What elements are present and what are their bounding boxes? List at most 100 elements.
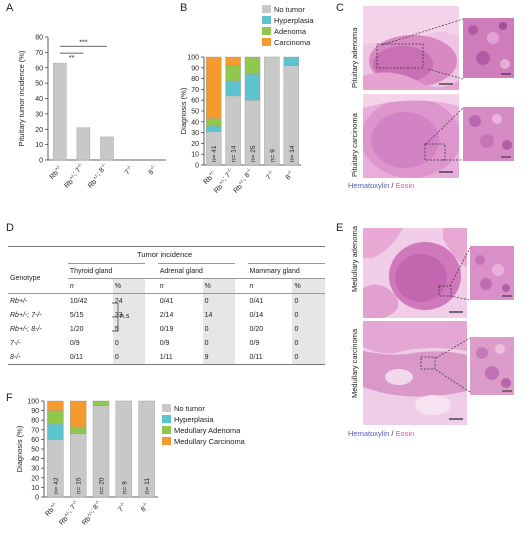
legend-label: Adenoma	[274, 27, 307, 36]
n-label: n= 15	[76, 477, 83, 494]
n-label: n= 11	[144, 478, 151, 494]
tick-base: 8	[285, 174, 293, 182]
y-tick-label: 40	[191, 119, 199, 126]
histology-pituitary-carcinoma-inset	[463, 107, 514, 161]
caption-hematoxylin: Hematoxylin	[348, 181, 390, 190]
n-label: n= 9	[269, 149, 276, 162]
row-label-pituitary-carcinoma: Pituitary carcinoma	[350, 113, 359, 177]
y-tick-label: 10	[191, 152, 199, 159]
panel-label-e: E	[336, 222, 344, 234]
legend-item: Carcinoma	[262, 37, 314, 48]
tick-sup: +/-	[68, 173, 77, 182]
tick-sup: +/-	[54, 164, 63, 173]
table-row: Rb+/- 10/42 24 0/41 0 0/41 0	[8, 293, 325, 308]
legend-swatch	[162, 404, 171, 412]
row-label-medullary-adenoma: Medullary adenoma	[350, 226, 359, 292]
x-tick-label: Rb+/-; 8-/-	[78, 499, 106, 527]
x-tick-label: 8-/-	[139, 501, 152, 514]
y-tick-label: 0	[39, 158, 43, 165]
table-cell: 5	[112, 322, 146, 336]
tick-sup: +/-	[208, 169, 217, 178]
histology-medullary-adenoma-inset	[470, 246, 514, 300]
table-cell: 14	[202, 308, 236, 322]
y-tick-label: 20	[35, 127, 43, 134]
tick-sup: -/-	[141, 501, 149, 509]
sub-header-n: n	[69, 282, 74, 290]
panel-label-a: A	[6, 2, 14, 14]
sig-label: ***	[79, 40, 87, 47]
table-cell: 0	[292, 322, 325, 336]
table-cell: 0	[112, 336, 146, 350]
row-label-pituitary-adenoma: Pituitary adenoma	[350, 27, 359, 88]
tick-base: 8	[92, 504, 100, 512]
table-cell: 0/9	[159, 339, 170, 347]
n-label: n= 25	[250, 145, 257, 162]
n-label: n= 14	[231, 145, 238, 162]
sub-header-pct: %	[292, 278, 325, 294]
table-cell: 0/20	[249, 325, 264, 333]
table-cell: 0	[292, 308, 325, 322]
table-row: Rb+/-; 8-/- 1/20 5 0/19 0 0/20 0	[8, 322, 325, 336]
tick-sup: -/-	[71, 499, 79, 507]
y-tick-label: 90	[31, 408, 39, 415]
y-tick-label: 80	[191, 76, 199, 83]
panel-label-d: D	[6, 222, 14, 234]
legend-label: Carcinoma	[274, 38, 311, 47]
n-label: n= 41	[211, 145, 218, 162]
y-tick-label: 10	[35, 142, 43, 149]
y-tick-label: 60	[191, 98, 199, 105]
table-cell: 0/41	[249, 297, 264, 305]
bar	[53, 62, 67, 161]
n-label: n= 9	[121, 481, 128, 494]
tissue-header: Thyroid gland	[67, 263, 146, 279]
tick-sup: -/-	[125, 164, 133, 172]
table-cell: 0/9	[69, 339, 80, 347]
histology-pituitary-carcinoma	[363, 94, 459, 178]
zoom-lines-c1	[381, 18, 464, 80]
y-tick-label: 30	[191, 130, 199, 137]
chart-a: 0 10 20 30 40 50 60 70 80 Pituitary tumor inciden…	[17, 35, 166, 190]
y-tick-label: 40	[35, 96, 43, 103]
y-tick-label: 20	[31, 475, 39, 482]
tick-base: 7	[117, 506, 125, 514]
x-tick-label: 7-/-	[123, 164, 136, 177]
table-row: 8-/- 0/11 0 1/11 9 0/11 0	[8, 350, 325, 365]
sub-header-pct: %	[202, 278, 236, 294]
y-tick-label: 70	[35, 50, 43, 57]
bar-segment	[244, 74, 261, 101]
tick-sup: +/-	[86, 510, 95, 519]
bar	[100, 136, 114, 161]
y-tick-label: 60	[31, 437, 39, 444]
x-tick-label: Rb+/-; 7-/-	[55, 499, 83, 527]
legend-swatch	[262, 38, 271, 46]
chart-f: 0 10 20 30 40 50 60 70 80 90 100 Diagnosis (%) n= 42…	[15, 399, 158, 527]
tick-sup: +/-	[237, 178, 246, 187]
tick-base: 8	[148, 169, 156, 177]
y-tick-label: 10	[31, 485, 39, 492]
tick-base: Rb	[203, 175, 214, 186]
histology-medullary-carcinoma	[363, 321, 467, 425]
bar-segment	[225, 65, 241, 81]
table-cell: 0	[202, 336, 236, 350]
tick-sup: +/-	[92, 173, 101, 182]
table-cell: 0/41	[159, 297, 174, 305]
panel-label-b: B	[180, 2, 188, 14]
tick-sep: ;	[89, 506, 97, 514]
legend-label: Medullary Carcinoma	[174, 437, 245, 446]
x-tick-label: Rb+/-; 7-/-	[210, 167, 238, 195]
table-row: 7-/- 0/9 0 0/9 0 0/9 0	[8, 336, 325, 350]
histology-medullary-adenoma	[363, 228, 467, 318]
table-cell: 9	[202, 350, 236, 365]
sig-label: **	[69, 55, 75, 62]
tick-base: Rb	[81, 515, 92, 526]
bar-segment	[206, 125, 222, 132]
table-cell: 0	[202, 293, 236, 308]
genotype-cell: Rb+/-	[10, 297, 28, 305]
zoom-lines-e1	[449, 247, 471, 301]
tick-sep: ;	[241, 174, 249, 182]
table-cell: 0	[202, 322, 236, 336]
row-label-medullary-carcinoma: Medullary carcinoma	[350, 328, 359, 398]
tumor-incidence-table: Tumor incidence Genotype Thyroid gland A…	[8, 246, 325, 365]
bar-segment	[47, 400, 64, 411]
histology-inset-image	[470, 246, 514, 300]
